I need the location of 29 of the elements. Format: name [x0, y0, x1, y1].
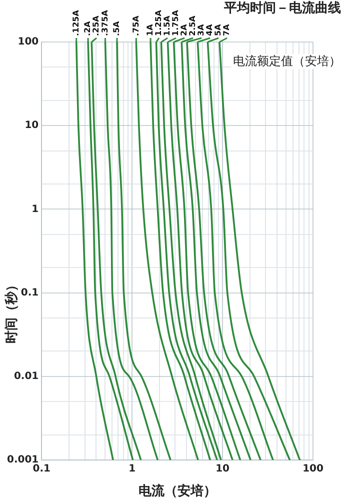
text: .5A: [112, 20, 122, 36]
chart-title: 平均时间－电流曲线: [223, 0, 341, 16]
y-tick-label: 0.01: [14, 370, 39, 382]
text: 2.5A: [188, 14, 198, 36]
text: 7A: [222, 23, 232, 36]
annotation: 电流额定值（安培）: [233, 54, 341, 68]
x-tick-label: 10: [216, 464, 230, 475]
text: 1A: [146, 23, 155, 36]
y-tick-label: 0.1: [20, 287, 39, 298]
y-tick-label: 1: [32, 204, 39, 215]
text: 2A: [180, 23, 189, 36]
y-axis-title: 时间（秒）: [4, 278, 20, 344]
text: .2A: [83, 20, 92, 36]
y-tick-label: 10: [24, 120, 39, 132]
text: .125A: [71, 9, 80, 36]
x-axis-title: 电流（安培）: [138, 482, 216, 499]
text: 1.5A: [162, 14, 172, 36]
x-tick-label: 0.1: [32, 464, 51, 475]
text: .75A: [131, 14, 140, 36]
text: 3A: [196, 23, 206, 36]
text: .375A: [100, 9, 110, 36]
text: .25A: [92, 14, 101, 36]
text: 4A: [205, 23, 214, 36]
text: 5A: [214, 23, 223, 36]
y-tick-label: 100: [18, 36, 39, 48]
x-tick-label: 1: [128, 464, 136, 475]
text: 1.75A: [171, 9, 180, 36]
x-tick-label: 100: [302, 464, 324, 475]
text: 1.25A: [154, 9, 164, 36]
